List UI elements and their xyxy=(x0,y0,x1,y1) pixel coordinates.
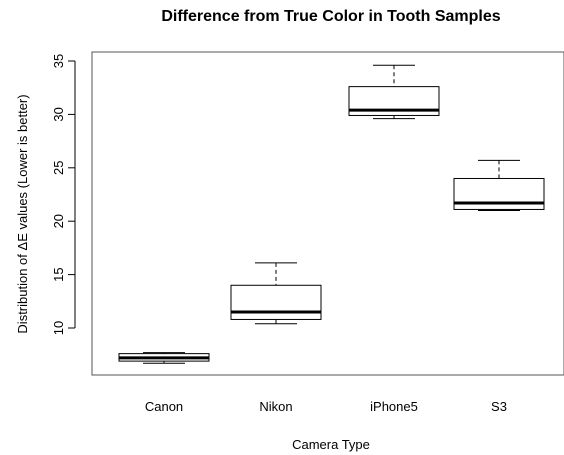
y-axis: 10 15 20 25 30 35 xyxy=(51,54,76,335)
y-tick-label: 30 xyxy=(51,107,66,121)
x-tick-label: S3 xyxy=(491,399,507,414)
x-axis-title: Camera Type xyxy=(292,437,370,452)
plot-area-frame xyxy=(91,51,564,376)
box-nikon xyxy=(230,262,322,325)
x-tick-label: Canon xyxy=(145,399,183,414)
x-tick-label: iPhone5 xyxy=(370,399,418,414)
y-tick-label: 20 xyxy=(51,214,66,228)
chart-title: Difference from True Color in Tooth Samp… xyxy=(161,8,500,25)
boxes-group xyxy=(118,64,545,364)
x-axis-labels: Canon Nikon iPhone5 S3 xyxy=(145,399,507,414)
y-tick-label: 35 xyxy=(51,54,66,68)
iqr-box xyxy=(230,284,322,320)
box-s3 xyxy=(453,159,545,212)
y-tick-label: 25 xyxy=(51,161,66,175)
iqr-box xyxy=(453,177,545,210)
box-canon xyxy=(118,352,210,364)
y-tick-label: 10 xyxy=(51,321,66,335)
x-tick-label: Nikon xyxy=(259,399,292,414)
y-tick-label: 15 xyxy=(51,267,66,281)
y-axis-title: Distribution of ΔE values (Lower is bett… xyxy=(15,94,30,333)
box-iphone5 xyxy=(348,64,440,120)
